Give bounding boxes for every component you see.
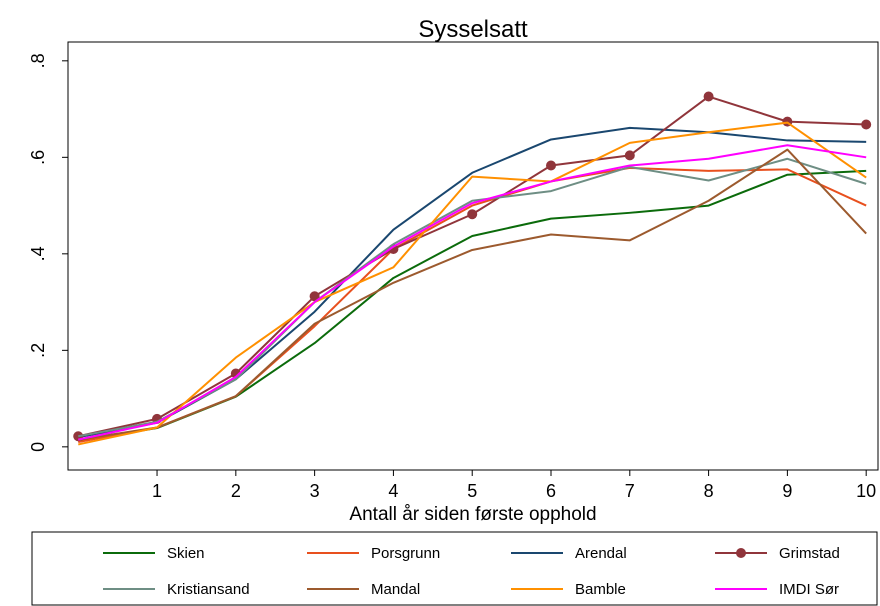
legend-label: Kristiansand <box>167 581 250 598</box>
legend-label: Grimstad <box>779 545 840 562</box>
x-tick-label: 8 <box>704 481 714 501</box>
series-marker <box>467 209 478 220</box>
chart-title: Sysselsatt <box>418 16 528 43</box>
plot-frame <box>67 41 879 471</box>
legend-label: Skien <box>167 545 205 562</box>
series-line <box>78 121 867 446</box>
series-marker <box>309 291 320 302</box>
y-tick-label: .8 <box>28 53 48 68</box>
series-marker <box>624 150 635 161</box>
legend-box <box>31 531 878 606</box>
y-tick-label: .4 <box>28 246 48 261</box>
x-tick-label: 7 <box>625 481 635 501</box>
series-line <box>78 148 867 441</box>
x-axis-label: Antall år siden første opphold <box>349 504 596 525</box>
y-tick-label: .6 <box>28 150 48 165</box>
y-tick-label: .2 <box>28 343 48 358</box>
x-tick-label: 4 <box>388 481 398 501</box>
series-line <box>78 144 867 441</box>
legend-label: Porsgrunn <box>371 545 440 562</box>
legend-marker <box>736 548 746 558</box>
x-tick-label: 1 <box>152 481 162 501</box>
y-tick-label: 0 <box>28 442 48 452</box>
legend-label: Arendal <box>575 545 627 562</box>
series-marker <box>546 160 557 171</box>
x-tick-label: 6 <box>546 481 556 501</box>
legend-label: Mandal <box>371 581 420 598</box>
x-tick-label: 2 <box>231 481 241 501</box>
legend-label: IMDI Sør <box>779 581 839 598</box>
series-line <box>78 95 867 438</box>
legend-label: Bamble <box>575 581 626 598</box>
x-tick-label: 5 <box>467 481 477 501</box>
series-marker <box>861 119 872 130</box>
series-line <box>78 157 867 438</box>
x-tick-label: 9 <box>782 481 792 501</box>
series-marker <box>703 91 714 102</box>
x-tick-label: 3 <box>310 481 320 501</box>
x-tick-label: 10 <box>856 481 876 501</box>
